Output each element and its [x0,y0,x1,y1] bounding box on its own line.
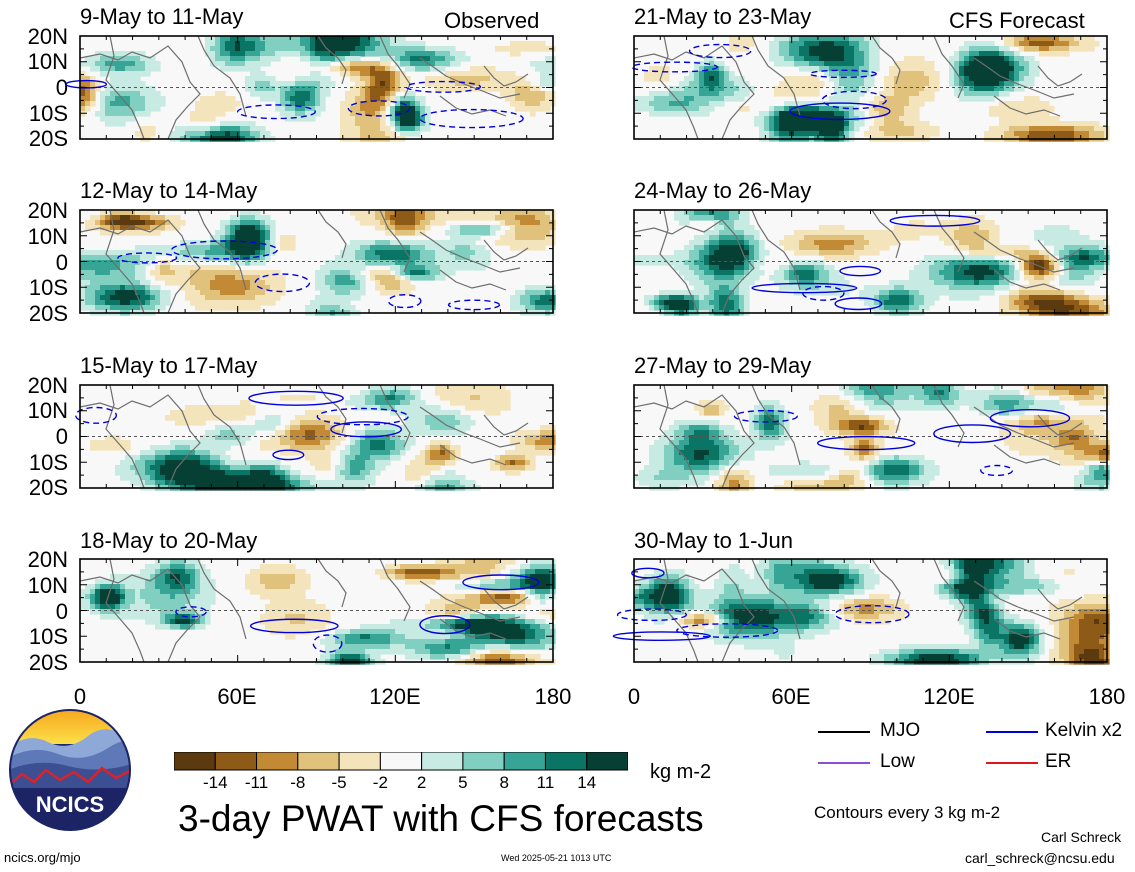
lat-tick-eq: 0 [55,75,68,100]
colorbar-segment [297,752,340,771]
colorbar-level-label: 8 [499,773,509,792]
author-email[interactable]: carl_schreck@ncsu.edu [965,850,1115,866]
colorbar-segment [174,752,216,771]
colorbar-level-label: 14 [577,773,597,792]
lon-tick-120e: 120E [923,684,975,709]
legend-line-mjo [818,731,870,733]
lat-tick-eq: 0 [55,250,68,275]
lat-tick-20n: 20N [27,547,68,572]
colorbar-segment [421,752,464,771]
lat-tick-20s: 20S [28,301,68,326]
legend-label-mjo: MJO [880,720,921,741]
observed-label: Observed [444,8,540,33]
lat-tick-20n: 20N [27,198,68,223]
map-panel-7 [633,384,1110,491]
lat-tick-10n: 10N [27,224,68,249]
colorbar [174,752,628,771]
lon-tick-60e: 60E [771,684,811,709]
logo-text: NCICS [36,792,104,817]
lon-tick-180: 180 [1088,684,1126,709]
coastlines [633,384,1083,489]
lat-tick-10s: 10S [28,101,68,126]
forecast-label: CFS Forecast [949,8,1085,33]
panel-title-2: 12-May to 14-May [80,178,258,203]
coastlines [633,35,1083,140]
legend-label-low: Low [880,751,915,772]
colorbar-level-label: -2 [372,773,388,792]
lat-tick-eq: 0 [55,599,68,624]
map-panel-5 [631,35,1110,142]
panel-title-3: 15-May to 17-May [80,353,258,378]
legend-label-kelvin: Kelvin x2 [1045,720,1123,741]
lat-tick-20s: 20S [28,126,68,151]
lat-tick-10n: 10N [27,49,68,74]
map-panel-2 [79,209,556,316]
lat-tick-20n: 20N [27,24,68,49]
timestamp: Wed 2025-05-21 1013 UTC [501,853,612,863]
panel-title-6: 24-May to 26-May [634,178,812,203]
panel-title-7: 27-May to 29-May [634,353,812,378]
lat-tick-10s: 10S [28,624,68,649]
legend-label-er: ER [1045,751,1072,772]
lat-tick-10s: 10S [28,450,68,475]
colorbar-level-label: -14 [202,773,228,792]
colorbar-level-label: 5 [458,773,468,792]
contour-note: Contours every 3 kg m-2 [814,803,1001,822]
colorbar-segment [338,752,381,771]
lon-tick-120e: 120E [369,684,421,709]
colorbar-level-label: -11 [244,773,269,792]
map-panel-6 [633,209,1110,316]
colorbar-level-label: -8 [290,773,306,792]
coastlines [79,35,529,140]
map-panel-3 [75,384,556,491]
lat-tick-10n: 10N [27,573,68,598]
colorbar-segment [462,752,505,771]
lon-tick-0: 0 [627,684,641,709]
lon-tick-60e: 60E [217,684,257,709]
coastlines [633,558,1083,663]
legend-line-low [818,762,870,764]
panel-title-4: 18-May to 20-May [80,528,258,553]
legend-line-er [986,762,1038,764]
site-link[interactable]: ncics.org/mjo [4,850,81,865]
colorbar-segment [544,752,588,771]
coastlines [79,558,529,663]
lon-tick-0: 0 [73,684,87,709]
lon-tick-180: 180 [534,684,572,709]
colorbar-segment [214,752,258,771]
panel-title-8: 30-May to 1-Jun [634,528,793,553]
colorbar-level-label: -5 [331,773,347,792]
map-panel-8 [612,558,1110,665]
lat-tick-20s: 20S [28,475,68,500]
lat-tick-20s: 20S [28,650,68,675]
coastlines [79,209,529,314]
colorbar-segment [379,752,423,771]
colorbar-level-label: 11 [536,773,555,792]
lat-tick-eq: 0 [55,424,68,449]
author: Carl Schreck [1041,829,1122,845]
colorbar-segment [503,752,546,771]
colorbar-level-label: 2 [416,773,427,792]
lat-tick-10n: 10N [27,398,68,423]
map-panel-4 [79,558,556,665]
legend-line-kelvin [986,731,1038,733]
panel-title-1: 9-May to 11-May [80,4,244,29]
panel-title-5: 21-May to 23-May [634,4,812,29]
map-panel-1 [65,35,556,142]
coastlines [633,209,1083,314]
chart-title: 3-day PWAT with CFS forecasts [178,798,704,839]
lat-tick-20n: 20N [27,373,68,398]
lat-tick-10s: 10S [28,275,68,300]
colorbar-units: kg m-2 [650,761,712,783]
ncics-logo: NCICS [9,709,131,831]
colorbar-segment [256,752,299,771]
colorbar-segment [586,752,628,771]
